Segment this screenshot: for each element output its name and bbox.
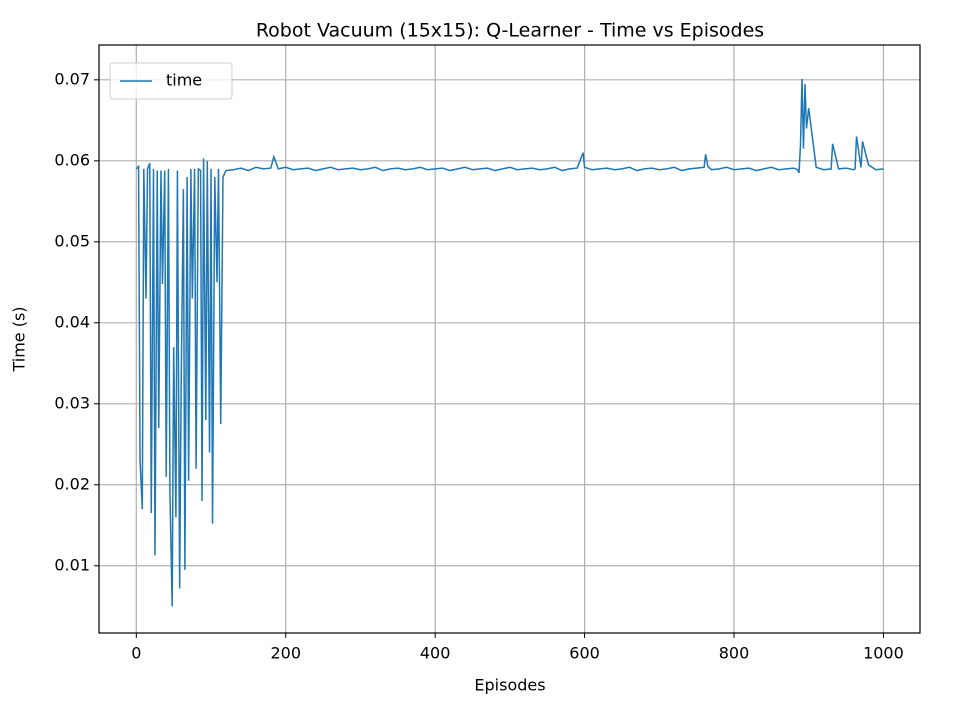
- data-line: [135, 79, 884, 607]
- legend-label: time: [166, 71, 202, 90]
- y-tick-label: 0.02: [54, 474, 90, 493]
- x-tick-label: 200: [270, 644, 301, 663]
- legend-box: [109, 62, 233, 100]
- y-tick-label: 0.06: [54, 150, 90, 169]
- x-tick-label: 1000: [863, 644, 904, 663]
- x-tick-label: 600: [569, 644, 600, 663]
- plot-frame: [98, 44, 921, 634]
- x-tick-label: 800: [719, 644, 750, 663]
- y-axis-label: Time (s): [10, 306, 29, 372]
- y-tick-label: 0.01: [54, 555, 90, 574]
- y-tick-label: 0.03: [54, 393, 90, 412]
- y-tick-label: 0.05: [54, 231, 90, 250]
- x-axis-label: Episodes: [474, 676, 545, 695]
- x-tick-label: 0: [131, 644, 141, 663]
- x-tick-label: 400: [420, 644, 451, 663]
- y-tick-label: 0.07: [54, 69, 90, 88]
- chart-title: Robot Vacuum (15x15): Q-Learner - Time v…: [256, 20, 764, 42]
- y-tick-label: 0.04: [54, 312, 90, 331]
